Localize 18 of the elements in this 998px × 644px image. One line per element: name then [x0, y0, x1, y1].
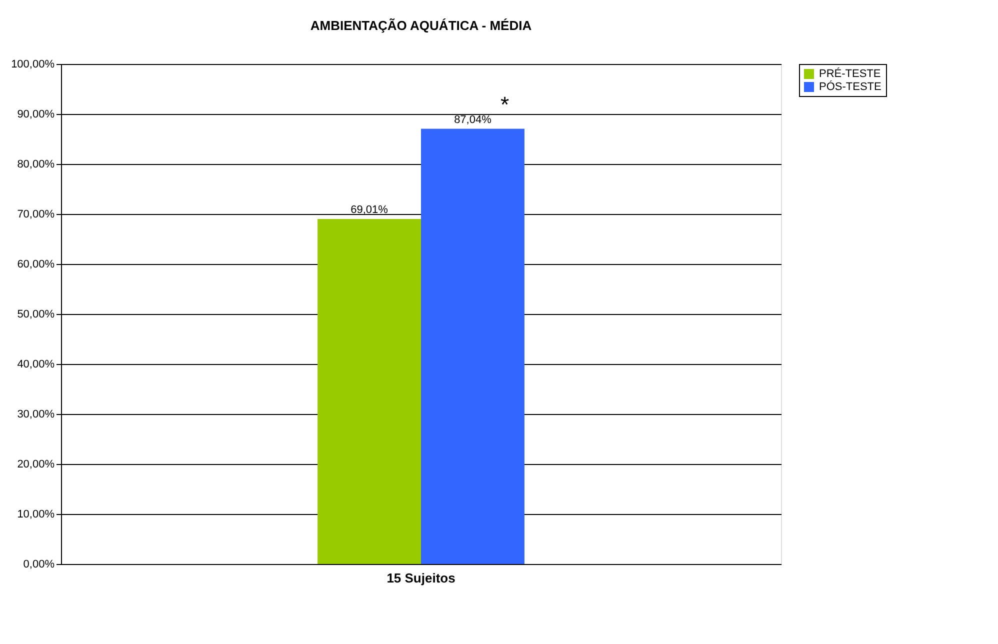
y-tick-label: 40,00% — [17, 358, 55, 370]
annotation: * — [500, 92, 510, 117]
y-tick-label: 50,00% — [17, 308, 55, 320]
y-tick-label: 0,00% — [23, 558, 55, 570]
y-tick-label: 70,00% — [17, 208, 55, 220]
y-tick-label: 30,00% — [17, 408, 55, 420]
y-tick-label: 20,00% — [17, 458, 55, 470]
legend-label: PRÉ-TESTE — [819, 67, 881, 80]
y-tick-label: 10,00% — [17, 508, 55, 520]
x-tick-label: 15 Sujeitos — [386, 570, 456, 586]
data-label: 69,01% — [350, 204, 388, 216]
chart-title: AMBIENTAÇÃO AQUÁTICA - MÉDIA — [310, 18, 532, 33]
y-tick-label: 100,00% — [11, 58, 55, 70]
y-tick-label: 60,00% — [17, 258, 55, 270]
data-label: 87,04% — [454, 114, 492, 126]
y-tick-label: 90,00% — [17, 108, 55, 120]
y-tick-label: 80,00% — [17, 158, 55, 170]
legend-label: PÓS-TESTE — [819, 80, 882, 93]
